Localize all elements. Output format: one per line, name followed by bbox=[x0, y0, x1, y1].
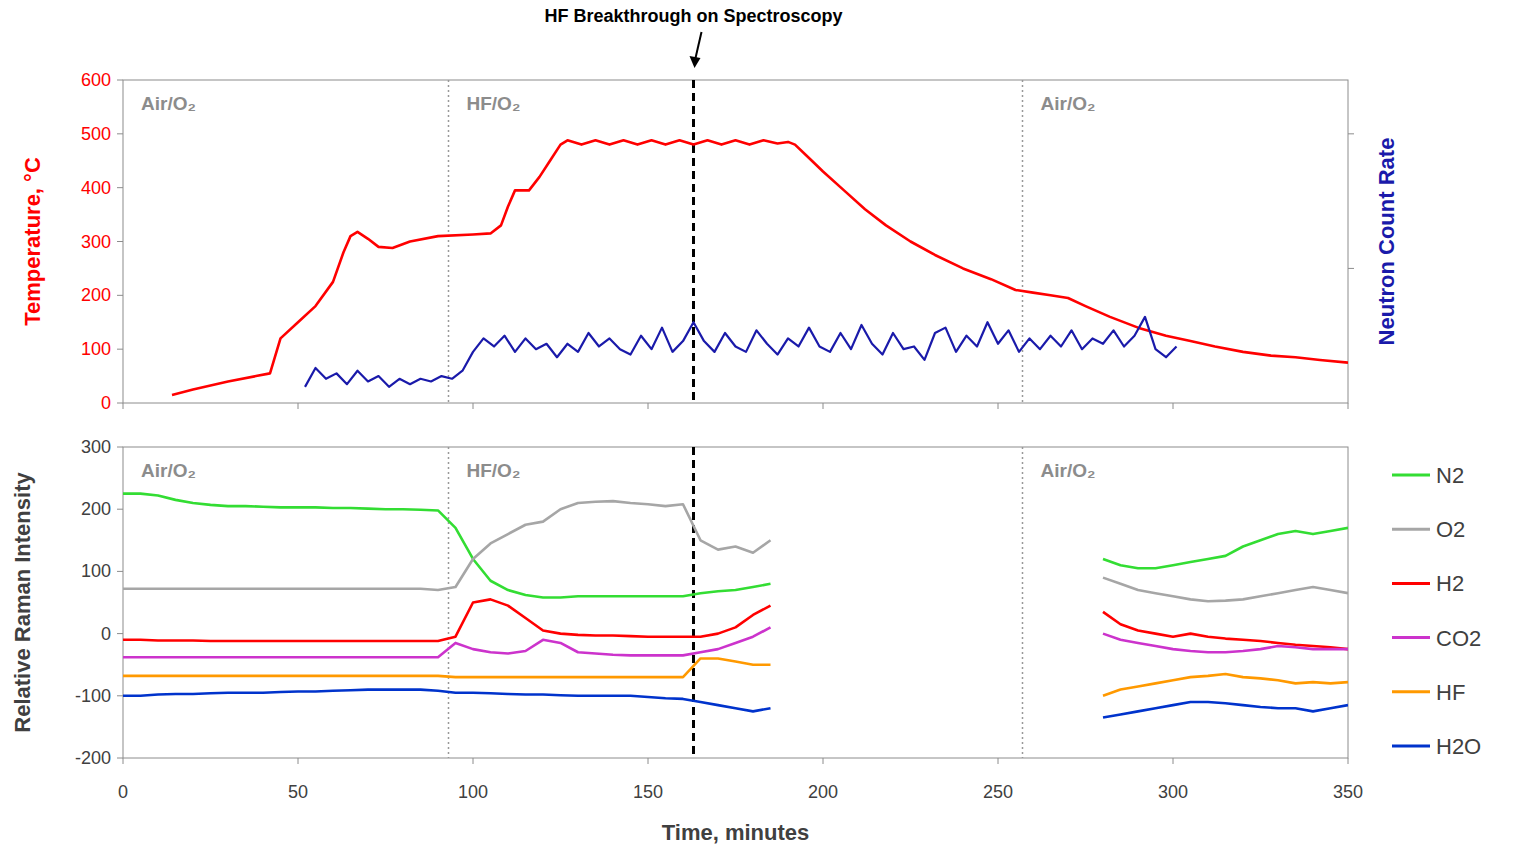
phase-line bbox=[448, 80, 450, 403]
x-tick-label: 200 bbox=[808, 782, 838, 802]
legend-label: HF bbox=[1436, 680, 1465, 705]
x-tick bbox=[1173, 758, 1174, 764]
x-tick-label: 50 bbox=[288, 782, 308, 802]
x-tick bbox=[298, 403, 299, 409]
y-tick bbox=[117, 758, 123, 759]
x-axis-title: Time, minutes bbox=[662, 820, 810, 845]
x-tick-label: 250 bbox=[983, 782, 1013, 802]
y-tick-label: 500 bbox=[81, 124, 111, 144]
y-tick-label: -200 bbox=[75, 748, 111, 768]
y-axis-title: Relative Raman Intensity bbox=[10, 472, 35, 733]
chart: 0100200300400500600Temperature, °CNeutro… bbox=[0, 0, 1522, 850]
y-tick bbox=[117, 403, 123, 404]
x-tick bbox=[123, 403, 124, 409]
plot-frame bbox=[123, 447, 1348, 758]
y-tick-label: 0 bbox=[101, 393, 111, 413]
x-tick bbox=[1348, 403, 1349, 409]
y2-tick bbox=[1348, 268, 1354, 269]
x-tick bbox=[998, 403, 999, 409]
y2-tick bbox=[1348, 133, 1354, 134]
y-tick bbox=[117, 509, 123, 510]
x-tick bbox=[473, 403, 474, 409]
y-tick bbox=[117, 80, 123, 81]
legend-swatch bbox=[1392, 528, 1430, 531]
x-tick bbox=[473, 758, 474, 764]
x-tick bbox=[648, 403, 649, 409]
y-tick bbox=[117, 241, 123, 242]
annotation-arrowhead bbox=[690, 56, 701, 68]
x-tick bbox=[823, 758, 824, 764]
plot-frame bbox=[123, 80, 1348, 403]
legend-label: CO2 bbox=[1436, 626, 1481, 651]
x-tick bbox=[998, 758, 999, 764]
y-tick bbox=[117, 133, 123, 134]
phase-label: Air/O₂ bbox=[141, 460, 196, 481]
x-tick-label: 150 bbox=[633, 782, 663, 802]
legend-label: H2 bbox=[1436, 571, 1464, 596]
y-tick-label: 200 bbox=[81, 285, 111, 305]
legend-label: H2O bbox=[1436, 734, 1481, 759]
x-tick-label: 100 bbox=[458, 782, 488, 802]
phase-label: Air/O₂ bbox=[1041, 460, 1096, 481]
y-tick bbox=[117, 295, 123, 296]
y-tick bbox=[117, 633, 123, 634]
y-axis-title: Temperature, °C bbox=[20, 157, 45, 326]
series-line bbox=[123, 627, 1348, 657]
x-tick-label: 0 bbox=[118, 782, 128, 802]
y-tick bbox=[117, 571, 123, 572]
x-tick bbox=[298, 758, 299, 764]
y-tick-label: 200 bbox=[81, 499, 111, 519]
y-tick-label: -100 bbox=[75, 686, 111, 706]
x-tick bbox=[648, 758, 649, 764]
y-tick-label: 100 bbox=[81, 561, 111, 581]
series-line bbox=[305, 317, 1177, 387]
series-group bbox=[172, 140, 1348, 395]
annotation-arrow bbox=[696, 32, 702, 58]
y-tick bbox=[117, 349, 123, 350]
y-tick-label: 0 bbox=[101, 624, 111, 644]
series-line bbox=[172, 140, 1348, 395]
y-tick-label: 300 bbox=[81, 437, 111, 457]
annotation-line bbox=[692, 80, 695, 403]
series-line bbox=[123, 690, 1348, 718]
legend-swatch bbox=[1392, 636, 1430, 639]
y-tick bbox=[117, 187, 123, 188]
y-tick-label: 400 bbox=[81, 178, 111, 198]
series-line bbox=[123, 501, 1348, 601]
phase-line bbox=[1022, 80, 1024, 403]
y-tick-label: 600 bbox=[81, 70, 111, 90]
y-tick-label: 300 bbox=[81, 232, 111, 252]
y-tick bbox=[117, 695, 123, 696]
phase-label: Air/O₂ bbox=[1041, 93, 1096, 114]
x-tick-label: 300 bbox=[1158, 782, 1188, 802]
phase-line bbox=[1022, 447, 1024, 758]
legend-swatch bbox=[1392, 582, 1430, 585]
phase-label: HF/O₂ bbox=[467, 460, 521, 481]
legend-swatch bbox=[1392, 745, 1430, 748]
x-tick bbox=[823, 403, 824, 409]
phase-label: HF/O₂ bbox=[467, 93, 521, 114]
annotation-text: HF Breakthrough on Spectroscopy bbox=[544, 6, 842, 26]
y2-axis-title: Neutron Count Rate bbox=[1374, 138, 1399, 346]
series-group bbox=[123, 494, 1348, 718]
annotation-line bbox=[692, 447, 695, 758]
legend-swatch bbox=[1392, 474, 1430, 477]
x-tick bbox=[1173, 403, 1174, 409]
legend-swatch bbox=[1392, 690, 1430, 693]
x-tick bbox=[123, 758, 124, 764]
legend-label: O2 bbox=[1436, 517, 1465, 542]
x-tick bbox=[1348, 758, 1349, 764]
legend-label: N2 bbox=[1436, 463, 1464, 488]
phase-label: Air/O₂ bbox=[141, 93, 196, 114]
x-tick-label: 350 bbox=[1333, 782, 1363, 802]
y-tick bbox=[117, 447, 123, 448]
phase-line bbox=[448, 447, 450, 758]
y-tick-label: 100 bbox=[81, 339, 111, 359]
